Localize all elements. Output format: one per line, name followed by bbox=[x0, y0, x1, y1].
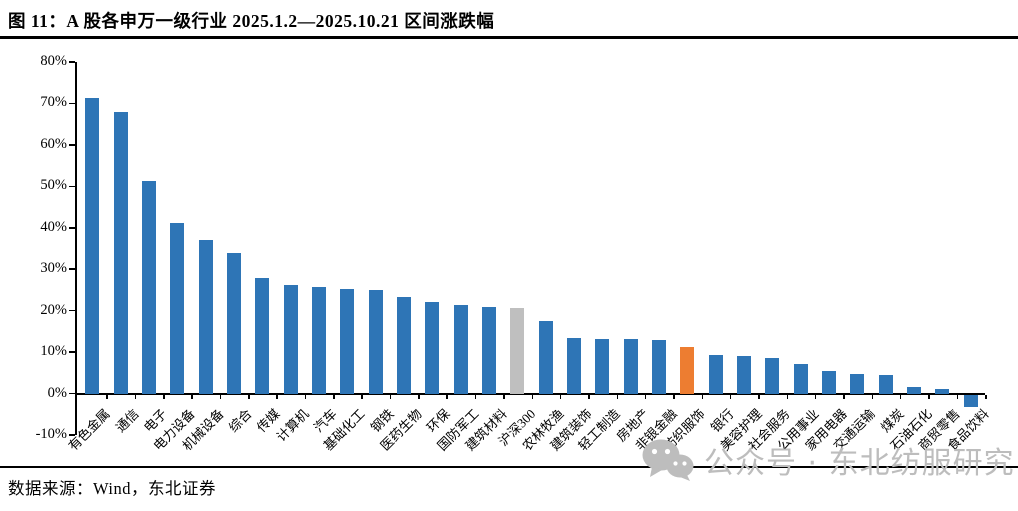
chart-bar bbox=[652, 340, 667, 394]
chart-bar bbox=[113, 111, 128, 394]
y-axis-tick bbox=[69, 268, 75, 270]
watermark-text: 公众号 · 东北纺服研究 bbox=[704, 446, 1015, 481]
chart-bar bbox=[595, 338, 610, 394]
y-axis-tick bbox=[69, 227, 75, 229]
x-axis-tick bbox=[389, 394, 392, 399]
x-axis-tick bbox=[446, 394, 448, 399]
x-axis-tick bbox=[956, 394, 959, 399]
chart-bar bbox=[538, 320, 553, 394]
chart-bar bbox=[907, 386, 922, 394]
y-axis-tick bbox=[69, 102, 75, 105]
chart-bar bbox=[850, 374, 865, 394]
chart-bar bbox=[85, 98, 100, 394]
footer-divider bbox=[0, 466, 1018, 468]
figure-title: 图 11：A 股各申万一级行业 2025.1.2—2025.10.21 区间涨跌… bbox=[8, 11, 495, 31]
chart-bar bbox=[878, 374, 893, 394]
y-axis-tick bbox=[69, 392, 75, 395]
y-axis-label: 30% bbox=[40, 260, 67, 277]
y-axis-label: 70% bbox=[40, 94, 67, 111]
x-axis-tick bbox=[418, 394, 420, 399]
chart-bar bbox=[510, 307, 525, 394]
chart-bar bbox=[396, 296, 411, 394]
chart-bar bbox=[963, 394, 978, 407]
y-axis-label: 40% bbox=[40, 218, 67, 235]
x-axis-tick bbox=[701, 394, 704, 399]
y-axis-tick bbox=[69, 309, 75, 312]
chart-bar bbox=[567, 338, 582, 394]
x-axis-label: 综合 bbox=[225, 405, 255, 435]
y-axis-label: 20% bbox=[40, 301, 67, 318]
y-axis-tick bbox=[69, 61, 75, 63]
chart-bar bbox=[425, 302, 440, 394]
x-axis-tick bbox=[928, 394, 930, 399]
y-axis-tick bbox=[69, 185, 75, 188]
x-axis-tick bbox=[134, 394, 137, 399]
chart-bar bbox=[623, 339, 638, 394]
x-axis-tick bbox=[219, 394, 222, 399]
x-axis-tick bbox=[843, 394, 845, 399]
y-axis-label: 50% bbox=[40, 177, 67, 194]
chart-bar bbox=[141, 180, 156, 394]
y-axis-tick bbox=[69, 351, 75, 353]
chart-bar bbox=[340, 289, 355, 394]
source-note: 数据来源：Wind，东北证券 bbox=[8, 479, 216, 498]
x-axis-tick bbox=[786, 394, 789, 399]
watermark: 公众号 · 东北纺服研究 bbox=[642, 438, 1015, 482]
chart-bar bbox=[368, 289, 383, 394]
chart-bar bbox=[311, 286, 326, 394]
title-divider bbox=[0, 36, 1018, 39]
chart-bar bbox=[708, 355, 723, 394]
y-axis-tick bbox=[69, 144, 75, 146]
bar-chart: 80% 70% 60% 50% 40% 30% 20% 10% 0% -10% 有色金属 通信 电子 电力… bbox=[35, 53, 992, 454]
chart-bar bbox=[283, 284, 298, 394]
x-axis-tick bbox=[758, 394, 760, 399]
wechat-icon bbox=[642, 439, 694, 481]
x-axis-tick bbox=[673, 394, 675, 399]
chart-bar bbox=[822, 370, 837, 394]
chart-bar bbox=[198, 240, 213, 394]
chart-bar bbox=[737, 356, 752, 394]
y-axis-label: 80% bbox=[40, 53, 67, 69]
x-axis-tick bbox=[248, 394, 250, 399]
x-axis-tick bbox=[474, 394, 477, 399]
x-axis-tick bbox=[559, 394, 562, 399]
x-axis-tick bbox=[304, 394, 307, 399]
x-axis-tick bbox=[361, 394, 363, 399]
x-axis-tick bbox=[163, 394, 165, 399]
y-axis-label: 60% bbox=[40, 135, 67, 152]
x-axis-tick bbox=[106, 394, 108, 399]
x-axis-label: 通信 bbox=[112, 405, 142, 435]
x-axis-line bbox=[75, 392, 985, 395]
chart-bar bbox=[793, 363, 808, 394]
x-axis-tick bbox=[899, 394, 902, 399]
x-axis-tick bbox=[871, 394, 874, 399]
x-axis-tick bbox=[588, 394, 590, 399]
x-axis-tick bbox=[276, 394, 278, 399]
y-axis-label: -10% bbox=[35, 426, 67, 442]
chart-bar bbox=[170, 222, 185, 394]
chart-bar bbox=[935, 389, 950, 394]
y-axis-tick bbox=[69, 434, 75, 436]
x-axis-tick bbox=[531, 394, 533, 399]
chart-bar bbox=[481, 306, 496, 394]
x-axis-tick bbox=[644, 394, 647, 399]
y-axis-label: 10% bbox=[40, 343, 67, 360]
x-axis-tick bbox=[503, 394, 505, 399]
x-axis-tick bbox=[985, 394, 987, 399]
x-axis-tick bbox=[333, 394, 335, 399]
y-axis-line bbox=[75, 62, 77, 435]
x-axis-label: 计算机 bbox=[273, 405, 312, 444]
chart-bar bbox=[765, 357, 780, 394]
x-axis-tick bbox=[616, 394, 619, 399]
chart-bar bbox=[680, 347, 695, 394]
chart-bar bbox=[226, 253, 241, 394]
x-axis-tick bbox=[814, 394, 817, 399]
x-axis-tick bbox=[191, 394, 193, 399]
chart-bar bbox=[453, 304, 468, 394]
x-axis-tick bbox=[729, 394, 732, 399]
y-axis-label: 0% bbox=[47, 384, 67, 401]
x-axis-label: 有色金属 bbox=[65, 405, 113, 454]
chart-bar bbox=[255, 277, 270, 394]
